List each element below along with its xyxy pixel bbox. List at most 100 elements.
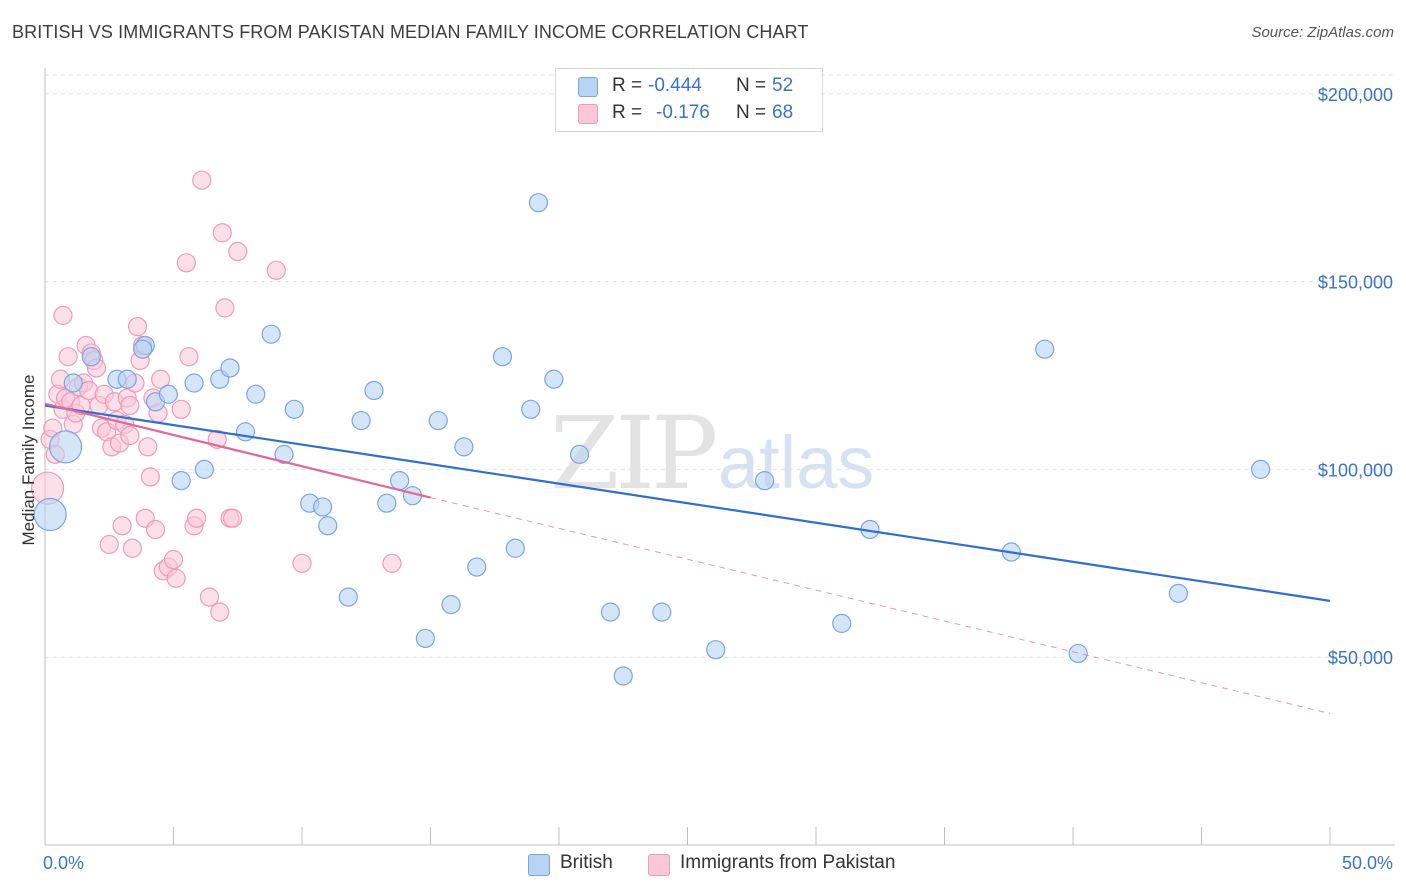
pakistan-point [145,519,166,540]
axes [44,68,1395,846]
x-tick-label: 50.0% [1342,853,1393,873]
british-point [569,444,590,464]
british-point [544,369,564,389]
watermark-atlas: atlas [718,421,875,504]
british-point [338,587,358,607]
legend-row-british: R = -0.444 N = 52 [556,73,822,101]
pakistan-point [122,538,142,558]
legend-n-value: 68 [772,102,794,123]
british-point [521,399,541,419]
y-tick-label: $200,000 [1318,85,1393,105]
gridlines [45,74,1395,658]
pakistan-point [58,347,78,367]
pakistan-point [163,549,184,570]
british-point [284,399,304,419]
british-point [377,493,397,513]
british-point [274,444,294,464]
british-point [1068,643,1088,664]
british-point [505,538,525,558]
pakistan-point [210,602,230,622]
correlation-legend: R = -0.444 N = 52 R = -0.176 N = 68 [555,68,823,132]
british-point [467,557,487,577]
pakistan-point [140,467,160,487]
british-point [318,516,338,536]
pakistan-point [138,437,158,457]
british-point [184,373,204,393]
pakistan-point [120,425,140,446]
x-tick-label: 0.0% [43,853,84,873]
british-point [652,602,672,622]
y-axis-label: Median Family Income [19,374,38,545]
pakistan-point [151,369,171,389]
pakistan-point [127,317,148,337]
british-legend-label: British [560,852,613,873]
pakistan-trend-line [44,402,431,499]
british-point [246,384,266,404]
pakistan-point [228,241,248,262]
pakistan-point [120,395,140,416]
british-points [33,193,1271,686]
british-point [415,628,435,649]
british-point [133,339,153,359]
pakistan-point [179,347,199,367]
british-point [600,602,621,622]
british-point [428,410,448,431]
british-point [1251,459,1271,479]
legend-row-pakistan: R = -0.176 N = 68 [556,100,822,128]
british-point [171,471,191,491]
british-point [33,497,67,532]
british-point [220,358,240,378]
british-point [261,324,281,344]
british-point [364,380,384,401]
y-tick-label: $150,000 [1318,273,1393,293]
british-point [706,640,726,660]
pakistan-point [292,553,312,573]
pakistan-point [112,516,132,536]
british-point [48,430,83,464]
pakistan-point [187,508,207,528]
pakistan-point [176,253,196,273]
british-point [754,471,775,491]
pakistan-point [266,260,286,280]
british-point [63,373,83,393]
british-point [351,410,371,431]
british-point [1035,339,1055,359]
pakistan-point [166,568,186,588]
british-point [1168,583,1188,603]
pakistan-point [382,553,402,573]
british-point [832,613,852,633]
pakistan-point [99,534,119,555]
british-point [235,422,256,442]
british-point [528,193,549,213]
chart-title: BRITISH VS IMMIGRANTS FROM PAKISTAN MEDI… [12,22,809,42]
y-tick-label: $100,000 [1318,460,1393,480]
legend-r-label: R = [612,75,643,96]
legend-n-label: N = [736,75,767,96]
pakistan-point [53,305,73,325]
pakistan-trend-extension [430,497,1331,715]
british-point [492,347,513,367]
british-swatch [578,77,598,97]
british-swatch [528,854,550,876]
british-trend-line [44,404,1331,602]
pakistan-point [199,587,220,607]
pakistan-point [192,170,212,190]
pakistan-point [223,508,243,528]
legend-r-label: R = [612,102,643,123]
trend-lines [44,402,1331,715]
source-label: Source: ZipAtlas.com [1251,24,1394,41]
british-point [81,347,101,367]
british-point [613,666,633,686]
british-point [117,369,137,389]
legend-r-value: -0.444 [648,75,702,96]
legend-n-value: 52 [772,75,794,96]
y-tick-label: $50,000 [1328,648,1393,668]
british-point [454,437,474,457]
pakistan-legend-label: Immigrants from Pakistan [680,852,896,873]
pakistan-point [215,298,235,318]
legend-n-label: N = [736,102,767,123]
pakistan-swatch [648,854,670,876]
british-point [441,595,461,615]
british-point [194,459,214,479]
british-point [312,497,333,517]
